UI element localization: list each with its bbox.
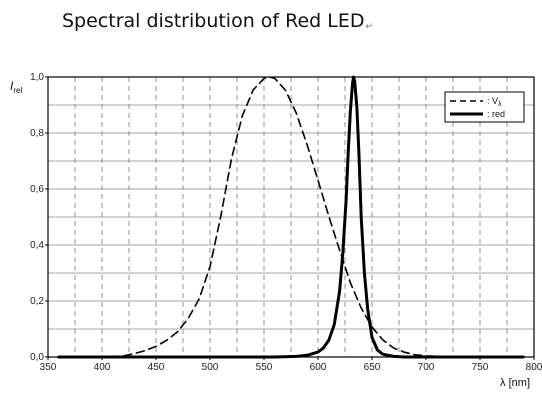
x-tick-label: 600 (310, 362, 327, 373)
x-tick-label: 450 (148, 362, 165, 373)
x-axis-label: λ [nm] (500, 377, 530, 389)
series-line-red (57, 75, 525, 359)
title-text: Spectral distribution of Red LED (62, 10, 365, 32)
chart-legend: : Vλ: red (444, 91, 525, 123)
chart-series (57, 75, 525, 359)
paragraph-mark: ↵ (365, 22, 374, 32)
x-tick-label: 800 (526, 362, 542, 373)
x-tick-label: 500 (202, 362, 219, 373)
x-tick-label: 550 (256, 362, 273, 373)
x-axis-ticks: 350 400 450 500 550 600 650 700 750 800 (40, 357, 542, 373)
chart-grid (48, 77, 534, 357)
x-tick-label: 400 (94, 362, 111, 373)
x-tick-label: 750 (472, 362, 489, 373)
legend-label-red: : red (487, 109, 505, 119)
x-tick-label: 650 (364, 362, 381, 373)
y-axis-label: Irel (10, 79, 22, 95)
page-title: Spectral distribution of Red LED↵ (62, 10, 373, 32)
y-axis-label-main: I (10, 79, 14, 93)
legend-box (444, 91, 525, 123)
y-tick-label: 0,0 (30, 352, 44, 363)
y-axis-ticks: 0,0 0,2 0,4 0,6 0,8 1,0 (30, 72, 48, 363)
series-line-vlambda (57, 76, 525, 358)
x-tick-label: 350 (40, 362, 57, 373)
y-tick-label: 0,2 (30, 296, 44, 307)
y-tick-label: 0,4 (30, 240, 44, 251)
x-tick-label: 700 (418, 362, 435, 373)
y-tick-label: 1,0 (30, 72, 44, 83)
y-tick-label: 0,6 (30, 184, 44, 195)
y-axis-label-sub: rel (13, 86, 22, 95)
y-tick-label: 0,8 (30, 128, 44, 139)
legend-label-vlambda: : Vλ (487, 96, 502, 108)
